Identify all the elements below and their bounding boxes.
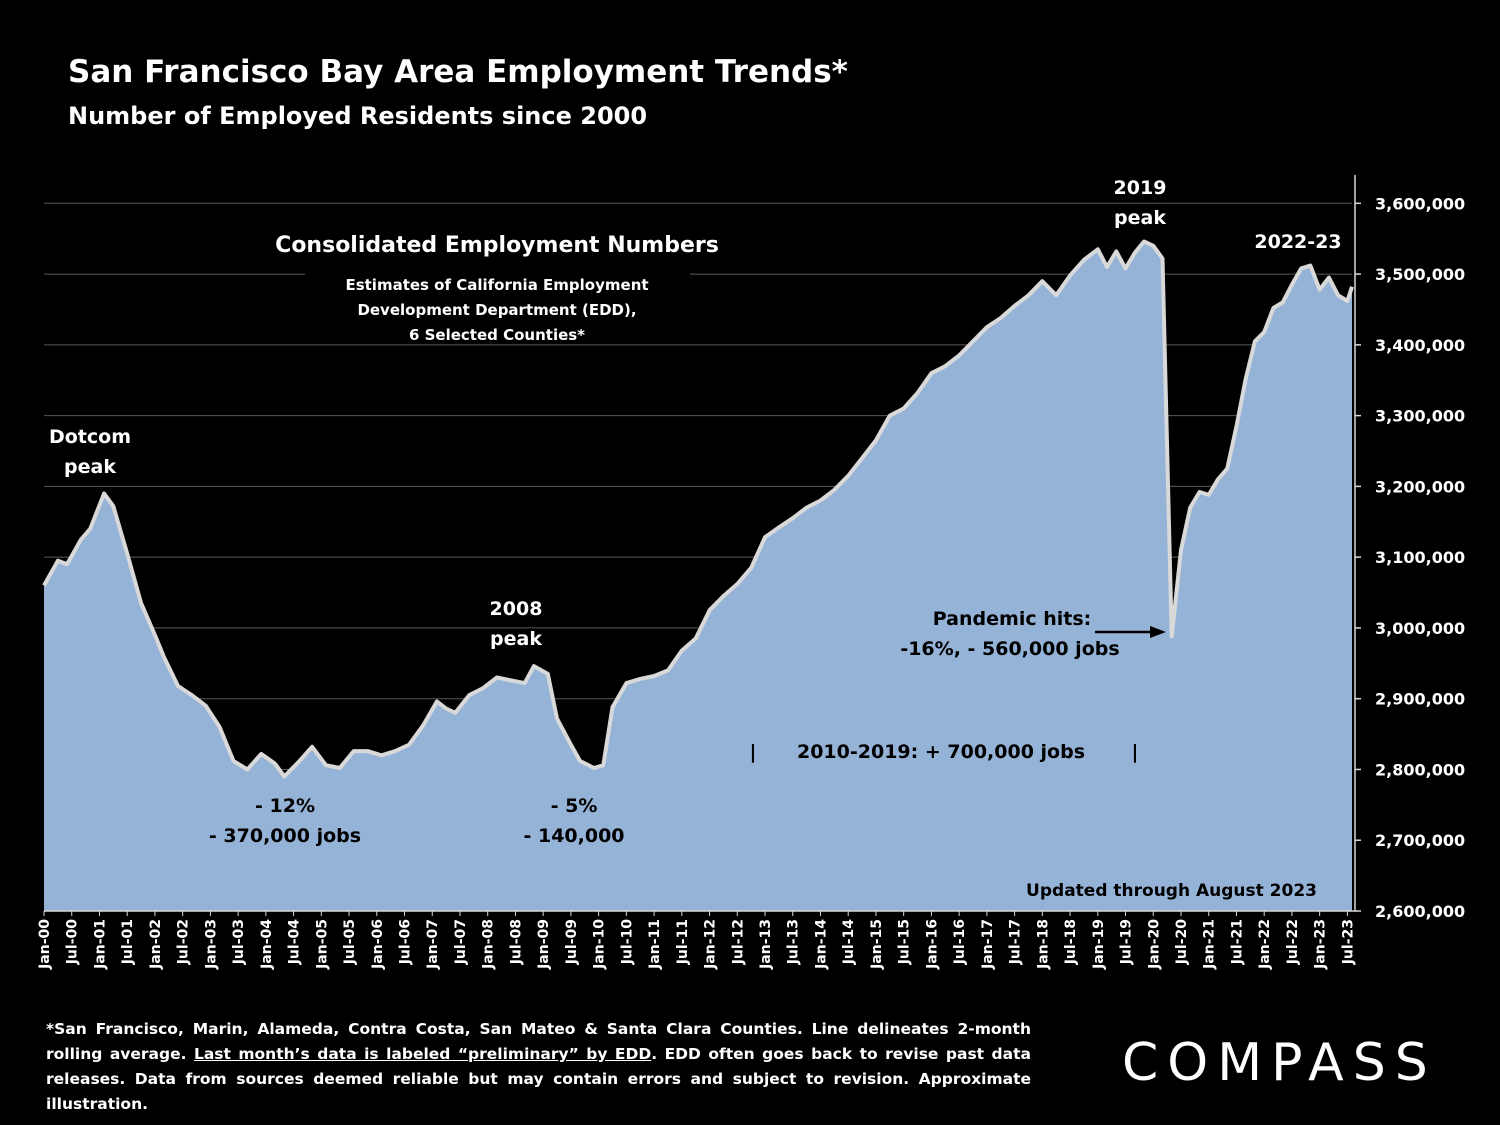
x-tick-label: Jan-15 bbox=[869, 919, 885, 970]
x-tick-label: Jul-10 bbox=[619, 919, 635, 966]
x-tick-label: Jan-18 bbox=[1035, 919, 1051, 970]
x-tick-label: Jan-17 bbox=[980, 919, 996, 970]
x-tick-label: Jan-22 bbox=[1257, 919, 1273, 970]
pandemic-arrow-head bbox=[1150, 626, 1166, 638]
y-tick-label: 3,100,000 bbox=[1375, 548, 1465, 567]
y-tick-label: 3,200,000 bbox=[1375, 477, 1465, 496]
y-tick-label: 3,000,000 bbox=[1375, 619, 1465, 638]
area-layer bbox=[42, 239, 1354, 911]
x-tick-label: Jan-05 bbox=[314, 919, 330, 970]
page-subtitle: Number of Employed Residents since 2000 bbox=[68, 102, 648, 130]
employment-area bbox=[44, 241, 1352, 911]
x-tick-label: Jan-19 bbox=[1091, 919, 1107, 970]
y-tick-layer: 2,600,000 2,700,000 2,800,000 2,900,000 3,00… bbox=[1355, 194, 1465, 921]
x-tick-label: Jan-14 bbox=[814, 919, 830, 970]
annotation-drop2-line-1: - 5% bbox=[551, 795, 598, 817]
x-tick-label: Jul-18 bbox=[1063, 919, 1079, 965]
footnote-preliminary-note: Last month’s data is labeled “preliminar… bbox=[193, 1045, 652, 1063]
x-tick-label: Jul-02 bbox=[176, 919, 192, 965]
x-tick-label: Jan-23 bbox=[1313, 919, 1329, 970]
y-tick-label: 3,300,000 bbox=[1375, 407, 1465, 426]
x-tick-label: Jul-09 bbox=[564, 919, 580, 965]
chart-title: Consolidated Employment Numbers bbox=[275, 233, 719, 258]
axis-layer bbox=[44, 175, 1356, 912]
annotation-growth: 2010-2019: + 700,000 jobs bbox=[797, 741, 1085, 763]
x-tick-label: Jan-21 bbox=[1202, 919, 1218, 970]
x-tick-label: Jan-00 bbox=[37, 919, 53, 970]
annotation-2008-line-2: peak bbox=[490, 628, 542, 650]
chart-subtitle-line-2: Development Department (EDD), bbox=[357, 301, 636, 319]
annotation-drop2-line-2: - 140,000 bbox=[523, 825, 624, 847]
y-tick-label: 2,700,000 bbox=[1375, 831, 1465, 850]
x-tick-label: Jan-20 bbox=[1146, 919, 1162, 970]
x-tick-label: Jul-06 bbox=[398, 919, 414, 965]
annotation-2019-line-1: 2019 bbox=[1114, 177, 1167, 199]
x-tick-label: Jan-16 bbox=[924, 919, 940, 970]
annotation-drop1-line-2: - 370,000 jobs bbox=[209, 825, 361, 847]
x-tick-label: Jan-10 bbox=[592, 919, 608, 970]
annotation-dotcom-line-2: peak bbox=[64, 456, 116, 478]
x-tick-label: Jul-11 bbox=[675, 919, 691, 965]
chart-subtitle-line-3: 6 Selected Counties* bbox=[409, 326, 585, 344]
x-tick-label: Jul-01 bbox=[120, 919, 136, 965]
x-tick-label: Jul-08 bbox=[508, 919, 524, 965]
x-tick-label: Jul-20 bbox=[1174, 919, 1190, 966]
footnote-part-3: . EDD often goes back to revise past dat… bbox=[46, 1045, 1031, 1113]
compass-logo: COMPASS bbox=[1122, 1033, 1437, 1093]
x-tick-label: Jan-04 bbox=[259, 919, 275, 970]
x-tick-label: Jul-22 bbox=[1285, 919, 1301, 965]
annotation-pandemic-line-1: Pandemic hits: bbox=[933, 608, 1091, 630]
annotation-dotcom-line-1: Dotcom bbox=[49, 426, 131, 448]
x-tick-label: Jul-14 bbox=[841, 919, 857, 966]
x-tick-label: Jul-13 bbox=[786, 919, 802, 965]
x-tick-label: Jul-12 bbox=[730, 919, 746, 965]
x-tick-label: Jan-11 bbox=[647, 919, 663, 970]
y-tick-label: 2,800,000 bbox=[1375, 760, 1465, 779]
y-tick-label: 2,600,000 bbox=[1375, 902, 1465, 921]
employment-line bbox=[42, 239, 1354, 779]
x-tick-label: Jan-08 bbox=[481, 919, 497, 970]
x-tick-label: Jul-03 bbox=[231, 919, 247, 965]
x-tick-label: Jul-19 bbox=[1119, 919, 1135, 965]
x-tick-label: Jul-04 bbox=[287, 919, 303, 966]
annotation-pandemic-line-2: -16%, - 560,000 jobs bbox=[900, 638, 1119, 660]
x-tick-label: Jan-03 bbox=[203, 919, 219, 970]
footnote-part-1: *San Francisco, Marin, Alameda, Contra C… bbox=[46, 1020, 1031, 1063]
annotation-drop1-line-1: - 12% bbox=[255, 795, 315, 817]
y-tick-label: 3,600,000 bbox=[1375, 194, 1465, 213]
x-tick-label: Jul-23 bbox=[1340, 919, 1356, 965]
y-tick-label: 2,900,000 bbox=[1375, 690, 1465, 709]
x-tick-label: Jul-00 bbox=[65, 919, 81, 966]
x-tick-label: Jul-21 bbox=[1230, 919, 1246, 965]
page-title: San Francisco Bay Area Employment Trends… bbox=[68, 54, 848, 90]
x-tick-label: Jul-16 bbox=[952, 919, 968, 965]
x-tick-label: Jul-05 bbox=[342, 919, 358, 965]
x-tick-layer: Jan-00 Jul-00 Jan-01 Jul-01 Jan-02 Jul-02 Jan-… bbox=[37, 911, 1356, 970]
x-tick-label: Jul-07 bbox=[453, 919, 469, 965]
x-tick-label: Jan-01 bbox=[93, 919, 109, 970]
annotation-2019-line-2: peak bbox=[1114, 207, 1166, 229]
x-tick-label: Jul-17 bbox=[1008, 919, 1024, 965]
x-tick-label: Jul-15 bbox=[897, 919, 913, 965]
chart-subtitle-line-1: Estimates of California Employment bbox=[345, 276, 648, 294]
annotation-growth-marker-right: | bbox=[1132, 741, 1139, 763]
y-tick-label: 3,400,000 bbox=[1375, 336, 1465, 355]
x-tick-label: Jan-09 bbox=[536, 919, 552, 970]
annotation-2022-23: 2022-23 bbox=[1254, 231, 1341, 253]
x-tick-label: Jan-13 bbox=[758, 919, 774, 970]
x-tick-label: Jan-06 bbox=[370, 919, 386, 970]
x-tick-label: Jan-12 bbox=[703, 919, 719, 970]
annotation-2008-line-1: 2008 bbox=[490, 598, 543, 620]
x-tick-label: Jan-02 bbox=[148, 919, 164, 970]
y-tick-label: 3,500,000 bbox=[1375, 265, 1465, 284]
footnote: *San Francisco, Marin, Alameda, Contra C… bbox=[46, 1017, 1031, 1117]
annotation-growth-marker-left: | bbox=[750, 741, 757, 763]
annotation-updated: Updated through August 2023 bbox=[1026, 881, 1317, 901]
x-tick-label: Jan-07 bbox=[425, 919, 441, 970]
